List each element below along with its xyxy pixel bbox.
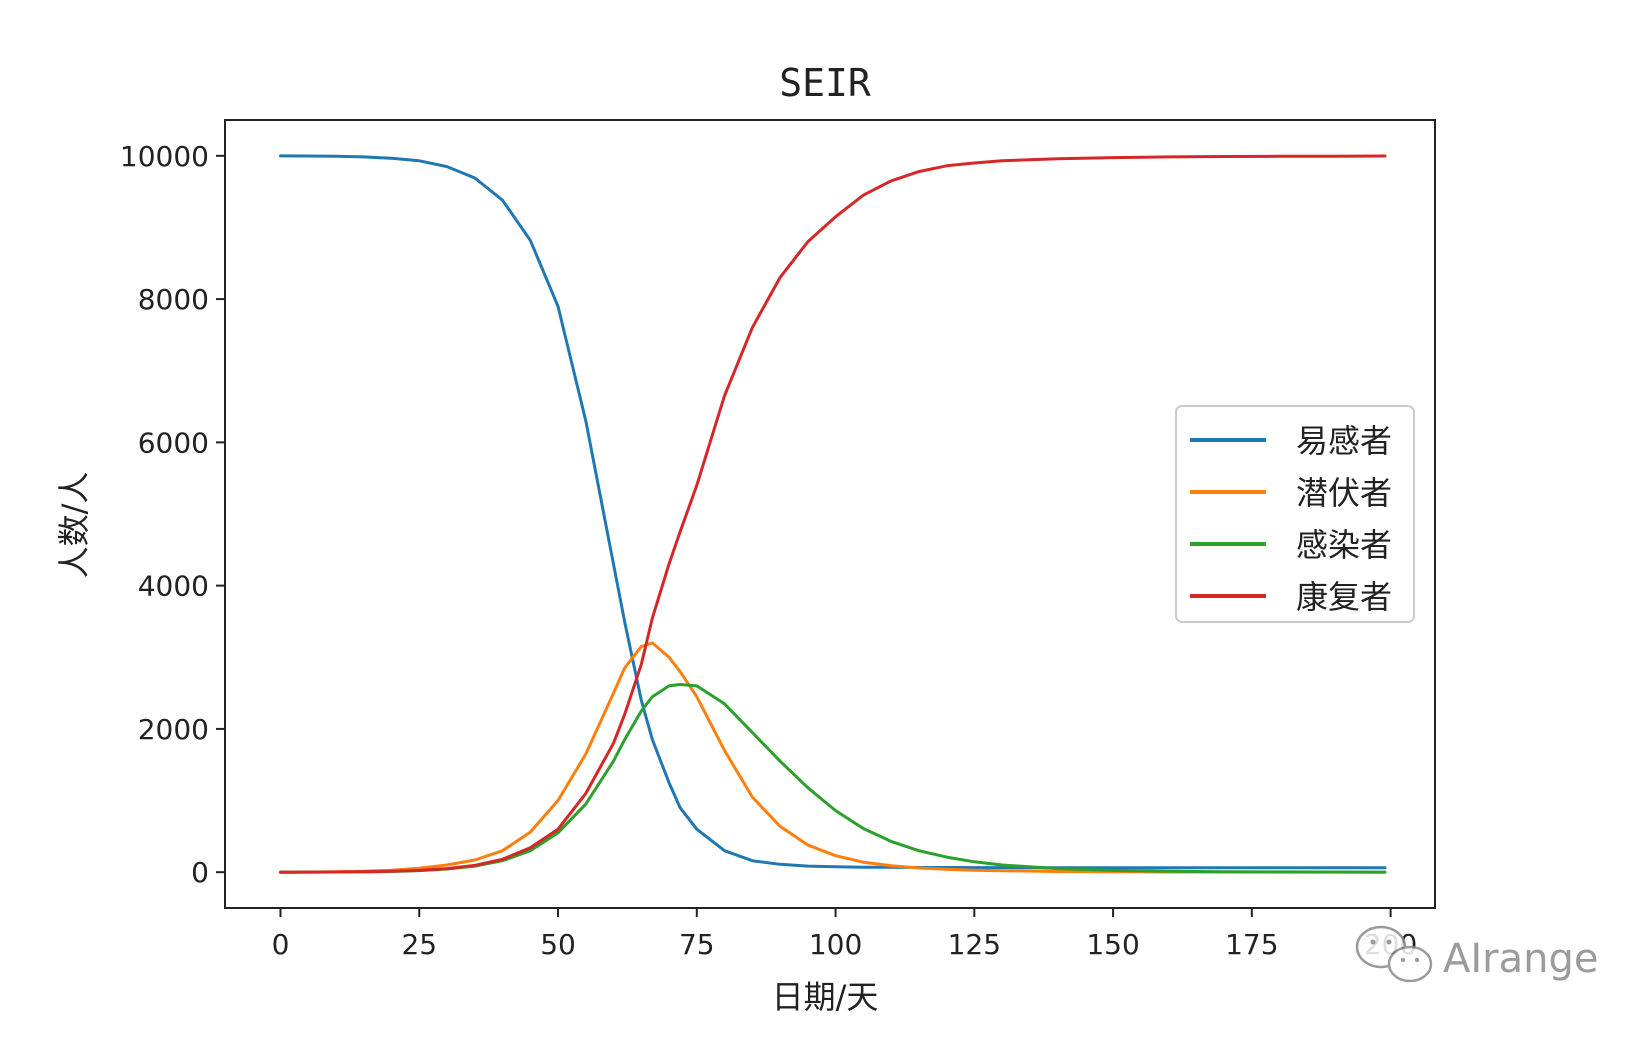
y-axis-label: 人数/人 bbox=[55, 472, 93, 579]
x-tick-label: 125 bbox=[948, 928, 1001, 961]
legend-label: 潜伏者 bbox=[1296, 474, 1392, 512]
legend-box bbox=[1175, 405, 1415, 623]
x-tick-label: 0 bbox=[272, 928, 290, 961]
x-tick-label: 100 bbox=[809, 928, 862, 961]
y-tick-label: 4000 bbox=[138, 570, 209, 603]
y-tick-label: 10000 bbox=[120, 140, 209, 173]
x-tick-label: 75 bbox=[679, 928, 715, 961]
legend-label: 易感者 bbox=[1296, 422, 1392, 460]
x-axis-label: 日期/天 bbox=[772, 978, 879, 1016]
x-tick-label: 50 bbox=[540, 928, 576, 961]
legend-label: 康复者 bbox=[1296, 578, 1392, 616]
wechat-icon bbox=[1355, 925, 1433, 983]
series-line-2 bbox=[279, 641, 1387, 874]
plot-area-frame bbox=[224, 119, 1436, 909]
x-tick-label: 25 bbox=[401, 928, 437, 961]
series-lines bbox=[279, 154, 1387, 874]
y-tick-label: 2000 bbox=[138, 713, 209, 746]
legend-label: 感染者 bbox=[1296, 526, 1392, 564]
y-axis: 0 2000 4000 6000 8000 10000 bbox=[120, 140, 225, 889]
series-line-4 bbox=[279, 154, 1387, 874]
y-tick-label: 0 bbox=[191, 856, 209, 889]
watermark: AIrange bbox=[1355, 925, 1598, 983]
watermark-text: AIrange bbox=[1443, 936, 1598, 982]
y-tick-label: 8000 bbox=[138, 283, 209, 316]
x-tick-label: 150 bbox=[1086, 928, 1139, 961]
x-axis: 0255075100125150175200 bbox=[272, 908, 1417, 961]
chart-title: SEIR bbox=[779, 61, 871, 105]
series-line-3 bbox=[279, 683, 1387, 874]
x-tick-label: 175 bbox=[1225, 928, 1278, 961]
y-tick-label: 6000 bbox=[138, 426, 209, 459]
